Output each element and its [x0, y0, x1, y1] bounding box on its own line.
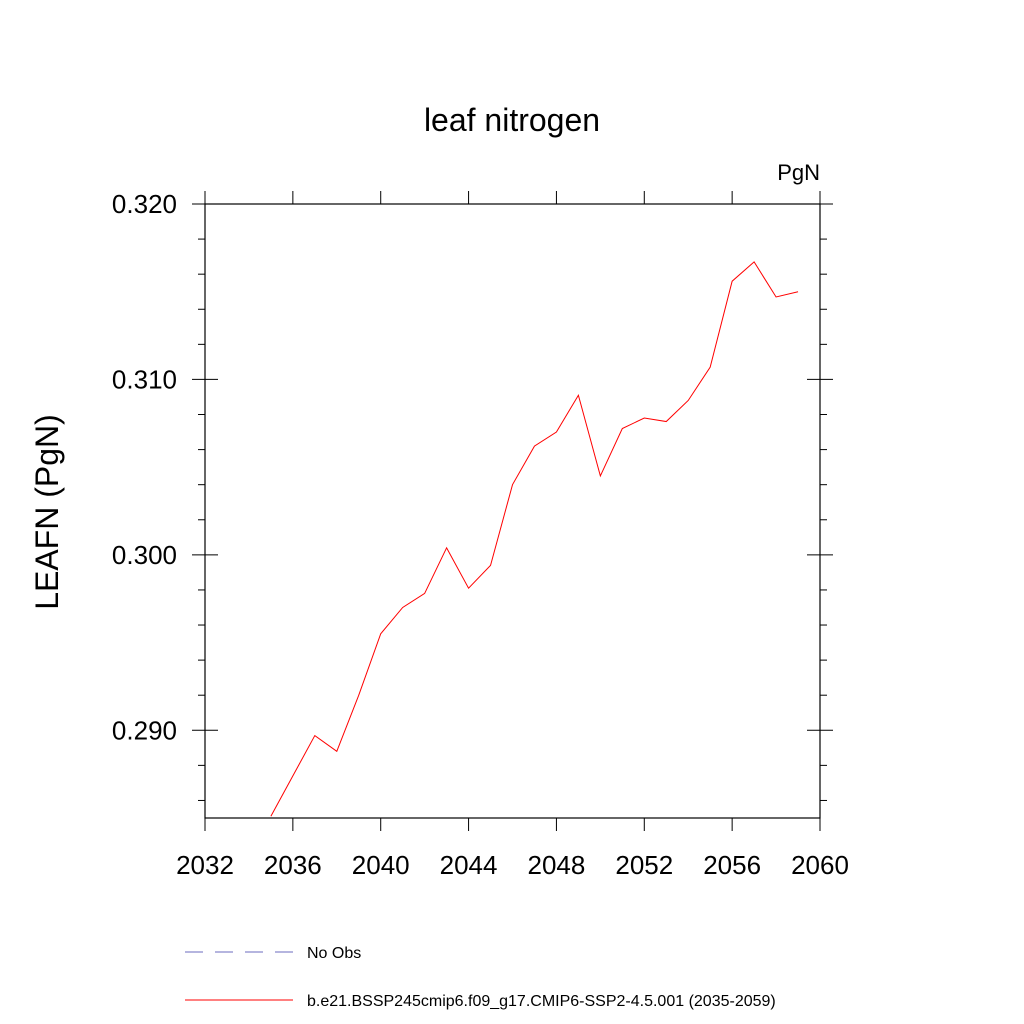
x-tick-label: 2060 — [791, 850, 849, 880]
chart-title: leaf nitrogen — [424, 102, 600, 138]
y-tick-label: 0.290 — [112, 715, 177, 745]
y-tick-label: 0.320 — [112, 189, 177, 219]
x-tick-label: 2052 — [615, 850, 673, 880]
legend: No Obs b.e21.BSSP245cmip6.f09_g17.CMIP6-… — [185, 945, 776, 1010]
tick-layer — [192, 191, 833, 831]
x-tick-label: 2032 — [176, 850, 234, 880]
x-tick-label: 2040 — [352, 850, 410, 880]
y-axis-label: LEAFN (PgN) — [29, 414, 65, 610]
legend-label-model: b.e21.BSSP245cmip6.f09_g17.CMIP6-SSP2-4.… — [307, 993, 776, 1010]
series-layer — [270, 261, 799, 817]
tick-label-layer: 2032 2036 2040 2044 2048 2052 2056 2060 0.290 0.3… — [112, 189, 849, 880]
y-tick-label: 0.310 — [112, 364, 177, 394]
units-label: PgN — [777, 160, 820, 185]
x-tick-label: 2044 — [440, 850, 498, 880]
series-line-0 — [270, 261, 799, 817]
y-tick-label: 0.300 — [112, 540, 177, 570]
x-tick-label: 2036 — [264, 850, 322, 880]
x-tick-label: 2056 — [703, 850, 761, 880]
legend-label-no-obs: No Obs — [307, 945, 361, 962]
x-tick-label: 2048 — [528, 850, 586, 880]
plot-frame — [204, 203, 821, 819]
